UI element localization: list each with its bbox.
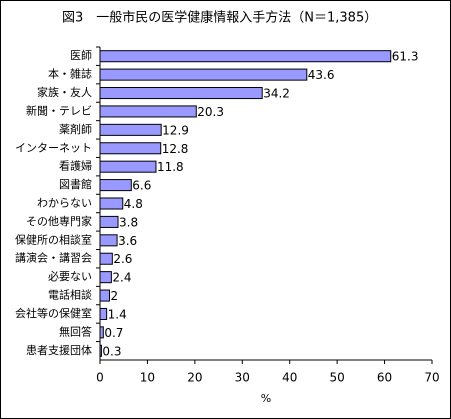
- y-tick-label: 患者支援団体: [26, 343, 92, 357]
- x-tick-label: 70: [424, 371, 439, 385]
- y-tick-label: 薬剤師: [59, 122, 92, 136]
- bar: [99, 50, 392, 63]
- data-label: 2.4: [112, 271, 131, 285]
- y-tick-label: 図書館: [59, 177, 92, 191]
- x-tick-label: 40: [282, 371, 297, 385]
- bar: [99, 123, 162, 136]
- y-tick-label: 講演会・講習会: [15, 251, 92, 265]
- bar: [99, 105, 197, 118]
- x-tick-label: 60: [377, 371, 392, 385]
- data-label: 2.6: [113, 252, 132, 266]
- x-tick-label: 20: [187, 371, 202, 385]
- data-label: 2: [110, 289, 118, 303]
- data-label: 20.3: [197, 105, 224, 119]
- y-tick-label: 電話相談: [48, 288, 92, 302]
- bar: [99, 68, 308, 81]
- bar: [99, 197, 124, 210]
- x-tick-label: 50: [330, 371, 345, 385]
- bar: [99, 142, 162, 155]
- y-tick-label: 保健所の相談室: [15, 232, 92, 246]
- data-label: 1.4: [108, 307, 127, 321]
- data-label: 11.8: [157, 160, 184, 174]
- y-tick-label: その他専門家: [26, 214, 92, 228]
- data-label: 4.8: [124, 197, 143, 211]
- y-tick-label: 本・雑誌: [48, 67, 92, 81]
- y-tick-label: 無回答: [59, 324, 92, 338]
- x-tick-label: 10: [140, 371, 155, 385]
- y-tick-label: 家族・友人: [37, 85, 92, 99]
- data-label: 61.3: [392, 50, 419, 64]
- bar: [99, 252, 113, 265]
- x-axis-label: %: [261, 392, 271, 405]
- data-label: 6.6: [132, 179, 151, 193]
- data-label: 34.2: [263, 87, 290, 101]
- bar: [99, 215, 119, 228]
- bar: [99, 234, 118, 247]
- data-label: 0.3: [102, 344, 121, 358]
- y-tick-label: インターネット: [15, 141, 92, 154]
- data-label: 3.6: [118, 234, 137, 248]
- bar: [99, 289, 110, 302]
- x-tick-label: 30: [235, 371, 250, 385]
- bar: [99, 307, 108, 320]
- y-tick-label: 会社等の保健室: [15, 306, 92, 320]
- data-label: 43.6: [308, 68, 335, 82]
- y-tick-label: 必要ない: [48, 270, 92, 283]
- bar: [99, 271, 112, 284]
- bar: [99, 179, 132, 192]
- data-label: 0.7: [104, 326, 123, 340]
- y-tick-label: わからない: [37, 197, 92, 210]
- data-label: 3.8: [119, 215, 138, 229]
- data-label: 12.9: [162, 123, 189, 137]
- chart-title: 図3 一般市民の医学健康情報入手方法（N＝1,385）: [62, 10, 377, 26]
- y-tick-label: 新聞・テレビ: [26, 103, 92, 117]
- y-tick-label: 看護婦: [59, 159, 92, 173]
- data-label: 12.8: [162, 142, 189, 156]
- y-tick-label: 医師: [70, 49, 92, 62]
- bar: [99, 87, 263, 100]
- bar: [99, 160, 157, 173]
- x-tick-label: 0: [96, 371, 104, 385]
